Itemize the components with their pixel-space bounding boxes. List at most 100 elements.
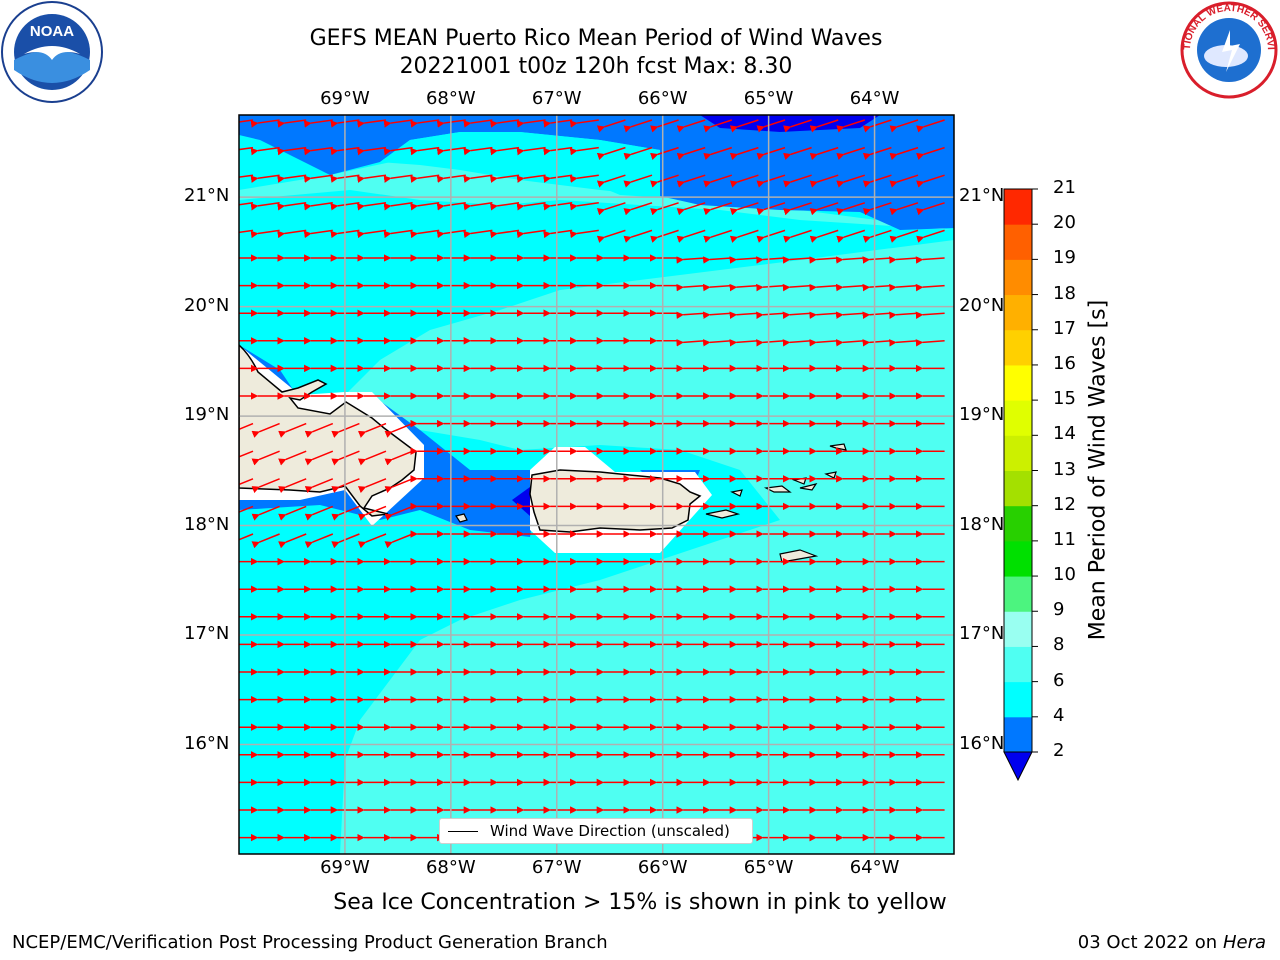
wind-wave-arrow [596, 202, 626, 216]
wind-wave-arrow [835, 256, 865, 264]
colorbar-tick-label: 16 [1053, 352, 1076, 374]
wind-wave-arrow [330, 174, 360, 183]
wind-wave-arrow [756, 119, 786, 133]
wind-wave-arrow [490, 119, 520, 128]
wind-wave-arrow [835, 283, 865, 292]
wind-wave-arrow [889, 174, 919, 188]
legend-label: Wind Wave Direction (unscaled) [490, 822, 730, 840]
lat-tick-label: 20°N [959, 294, 1005, 316]
wind-wave-arrow [756, 311, 786, 319]
lat-tick-label: 17°N [184, 623, 230, 645]
wind-wave-arrow [623, 174, 653, 188]
wind-wave-arrow [809, 339, 839, 347]
colorbar-segment [1004, 364, 1032, 401]
wind-wave-arrow [277, 174, 307, 183]
wind-wave-arrow [357, 505, 387, 521]
wind-wave-arrow [782, 256, 812, 264]
wind-wave-arrow [250, 202, 280, 211]
wind-wave-arrow [239, 533, 254, 541]
wind-wave-arrow [410, 202, 440, 211]
colorbar-segment [1004, 189, 1032, 225]
colorbar-tick-label: 9 [1053, 599, 1065, 621]
sea-below-2 [700, 115, 880, 132]
wind-wave-arrow [239, 119, 254, 123]
wind-wave-arrow [729, 256, 759, 264]
wind-wave-arrow [676, 339, 706, 347]
wind-wave-arrow [835, 311, 865, 319]
wind-wave-arrow [278, 505, 307, 521]
map-legend: Wind Wave Direction (unscaled) [439, 818, 753, 844]
wind-wave-arrow [436, 229, 466, 239]
nws-logo: NATIONAL WEATHER SERVICE [1178, 0, 1278, 99]
wind-wave-arrow [436, 119, 466, 128]
wind-wave-arrow [889, 146, 919, 161]
wind-wave-arrow [516, 202, 546, 211]
wind-wave-arrow [383, 202, 413, 211]
wind-wave-arrow [729, 339, 759, 347]
wind-wave-arrow [756, 229, 786, 243]
wind-wave-arrow [303, 229, 333, 239]
wind-wave-arrow [410, 174, 440, 183]
map-subtitle: 20221001 t00z 120h fcst Max: 8.30 [399, 54, 793, 79]
wind-wave-arrow [862, 283, 892, 292]
wind-wave-arrow [889, 283, 919, 292]
wind-wave-arrow [384, 505, 413, 521]
lon-tick-label: 68°W [425, 88, 476, 109]
wind-wave-arrow [277, 119, 307, 128]
colorbar-tick-label: 12 [1053, 493, 1076, 515]
wind-wave-arrow [783, 229, 812, 243]
wind-wave-arrow [836, 146, 866, 161]
wind-wave-arrow [703, 202, 733, 216]
wind-wave-arrow [543, 146, 573, 156]
wind-wave-arrow [889, 202, 919, 216]
wind-wave-arrow [331, 533, 360, 549]
wind-wave-arrow [357, 119, 387, 128]
lat-tick-label: 17°N [959, 623, 1005, 645]
wind-wave-arrow [251, 478, 280, 494]
wind-wave-arrow [516, 146, 546, 156]
colorbar-segment [1004, 611, 1032, 647]
wind-wave-arrow [782, 311, 812, 319]
wind-wave-arrow [490, 229, 520, 239]
wind-wave-arrow [250, 174, 280, 183]
wind-wave-arrow [702, 256, 732, 264]
wind-wave-arrow [383, 229, 413, 239]
wind-wave-arrow [410, 119, 440, 128]
footer-date-text: 03 Oct 2022 on [1077, 932, 1218, 953]
wind-wave-arrow [250, 119, 280, 128]
wind-wave-arrow [915, 256, 945, 264]
wind-wave-arrow [569, 119, 599, 128]
sea-ice-caption: Sea Ice Concentration > 15% is shown in … [333, 890, 947, 915]
culebra-island [730, 489, 743, 497]
colorbar-tick-label: 17 [1053, 317, 1076, 339]
wind-wave-arrow [836, 174, 866, 188]
lat-tick-label: 18°N [959, 513, 1005, 535]
footer-date: 03 Oct 2022 on Hera [1078, 932, 1266, 953]
lat-tick-label: 20°N [184, 294, 230, 316]
colorbar [1003, 188, 1038, 782]
wind-wave-arrow [809, 174, 839, 188]
wind-wave-arrow [729, 283, 759, 292]
colorbar-segment [1004, 294, 1032, 331]
wind-wave-arrow [729, 229, 759, 243]
lon-tick-label: 64°W [849, 857, 900, 878]
wind-wave-arrow [304, 478, 334, 494]
colorbar-tick-label: 15 [1053, 388, 1076, 410]
wind-wave-arrow [543, 202, 573, 211]
wind-wave-arrow [809, 283, 839, 292]
wind-wave-arrow [783, 146, 812, 161]
svg-text:NOAA: NOAA [30, 23, 74, 40]
wind-wave-arrow [702, 283, 732, 292]
wind-wave-arrow [331, 450, 360, 466]
wind-wave-arrow [569, 229, 599, 239]
wind-wave-arrow [330, 119, 360, 128]
wind-wave-arrow [916, 146, 945, 161]
wind-wave-arrow [357, 478, 387, 494]
wind-wave-arrow [703, 174, 733, 188]
wind-wave-arrow [889, 256, 919, 264]
wind-wave-arrow [304, 533, 334, 549]
wind-wave-arrow [703, 119, 733, 133]
colorbar-segment [1004, 329, 1032, 366]
mona-island [455, 513, 468, 523]
